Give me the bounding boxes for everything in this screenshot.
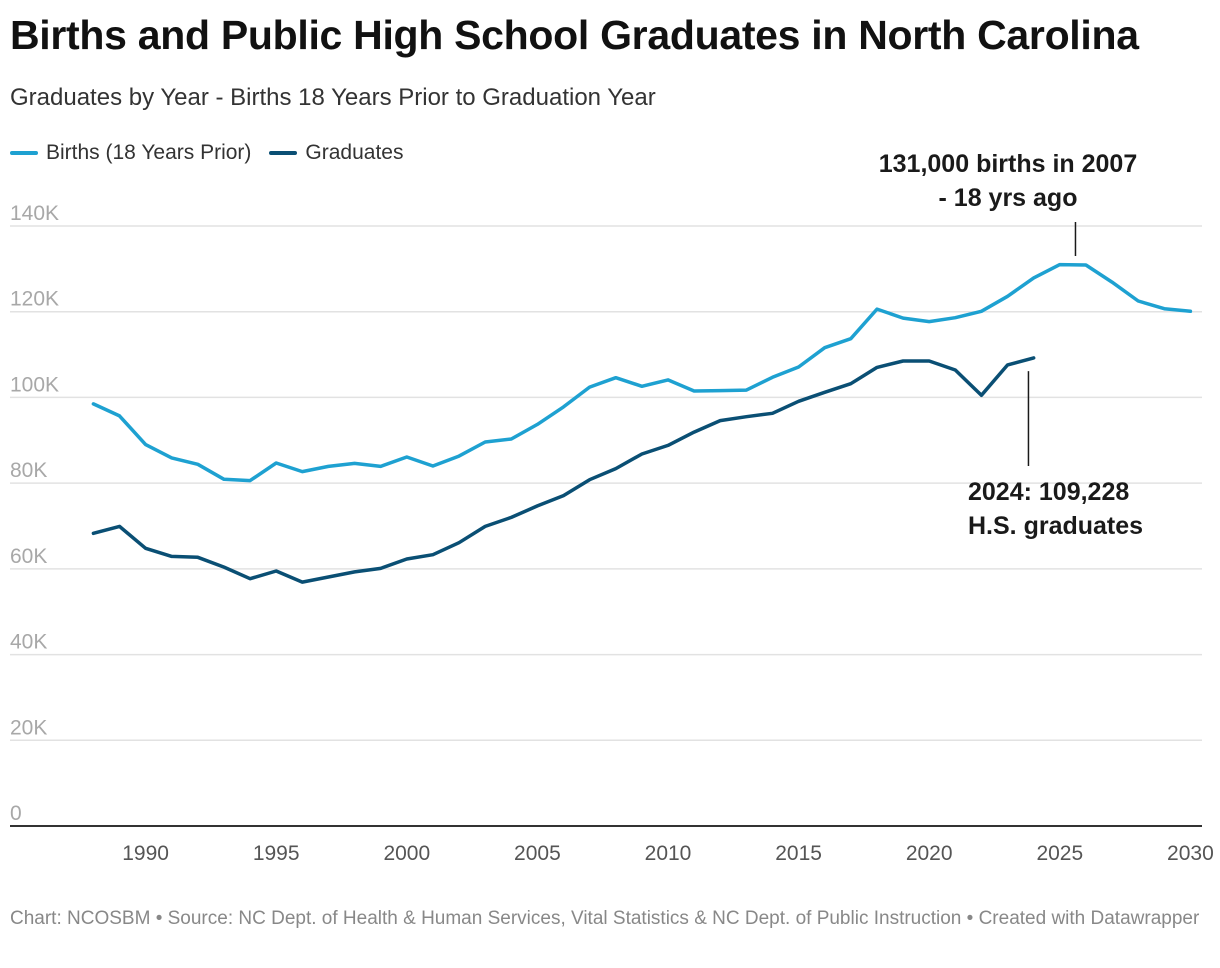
legend-swatch-graduates xyxy=(269,151,298,155)
legend-label-births: Births (18 Years Prior) xyxy=(46,141,252,164)
series-line-graduates xyxy=(91,356,1036,584)
grid-layer xyxy=(10,225,1202,742)
y-tick-label: 40K xyxy=(10,631,47,654)
y-tick-label: 60K xyxy=(10,545,47,568)
y-tick-label: 100K xyxy=(10,373,59,396)
legend-item-graduates: Graduates xyxy=(269,141,403,165)
chart-title: Births and Public High School Graduates … xyxy=(10,12,1139,58)
y-tick-label: 120K xyxy=(10,288,59,311)
legend-swatch-births xyxy=(10,151,38,155)
annotation-graduates-2024: 2024: 109,228 H.S. graduates xyxy=(968,478,1143,540)
annotation-line: - 18 yrs ago xyxy=(939,184,1078,212)
x-tick-label: 2030 xyxy=(1167,842,1214,865)
annotation-line: H.S. graduates xyxy=(968,512,1143,540)
annotation-line: 131,000 births in 2007 xyxy=(879,150,1137,178)
x-tick-label: 2010 xyxy=(645,842,692,865)
chart-legend: Births (18 Years Prior) Graduates xyxy=(10,141,421,165)
x-tick-label: 1995 xyxy=(253,842,300,865)
y-tick-label: 20K xyxy=(10,716,47,739)
x-tick-label: 2000 xyxy=(383,842,430,865)
annotation-line: 2024: 109,228 xyxy=(968,478,1129,506)
chart-subtitle: Graduates by Year - Births 18 Years Prio… xyxy=(10,84,656,111)
legend-label-graduates: Graduates xyxy=(305,141,404,164)
x-tick-label: 2015 xyxy=(775,842,822,865)
annotation-births-peak: 131,000 births in 2007 - 18 yrs ago xyxy=(879,150,1137,212)
legend-item-births: Births (18 Years Prior) xyxy=(10,141,251,165)
axis-layer: 0 20K 40K 60K 80K 100K 120K 140K 1990 1995 2000 200… xyxy=(10,202,1214,865)
y-tick-label: 80K xyxy=(10,459,47,482)
x-tick-label: 2020 xyxy=(906,842,953,865)
x-tick-label: 1990 xyxy=(122,842,169,865)
series-line-births xyxy=(91,262,1193,483)
x-tick-label: 2025 xyxy=(1036,842,1083,865)
chart-footer: Chart: NCOSBM • Source: NC Dept. of Heal… xyxy=(10,908,1200,929)
series-layer xyxy=(91,262,1193,584)
annotation-layer: 131,000 births in 2007 - 18 yrs ago 2024: … xyxy=(879,150,1143,540)
x-tick-label: 2005 xyxy=(514,842,561,865)
y-tick-label: 140K xyxy=(10,202,59,225)
y-tick-label: 0 xyxy=(10,802,22,825)
